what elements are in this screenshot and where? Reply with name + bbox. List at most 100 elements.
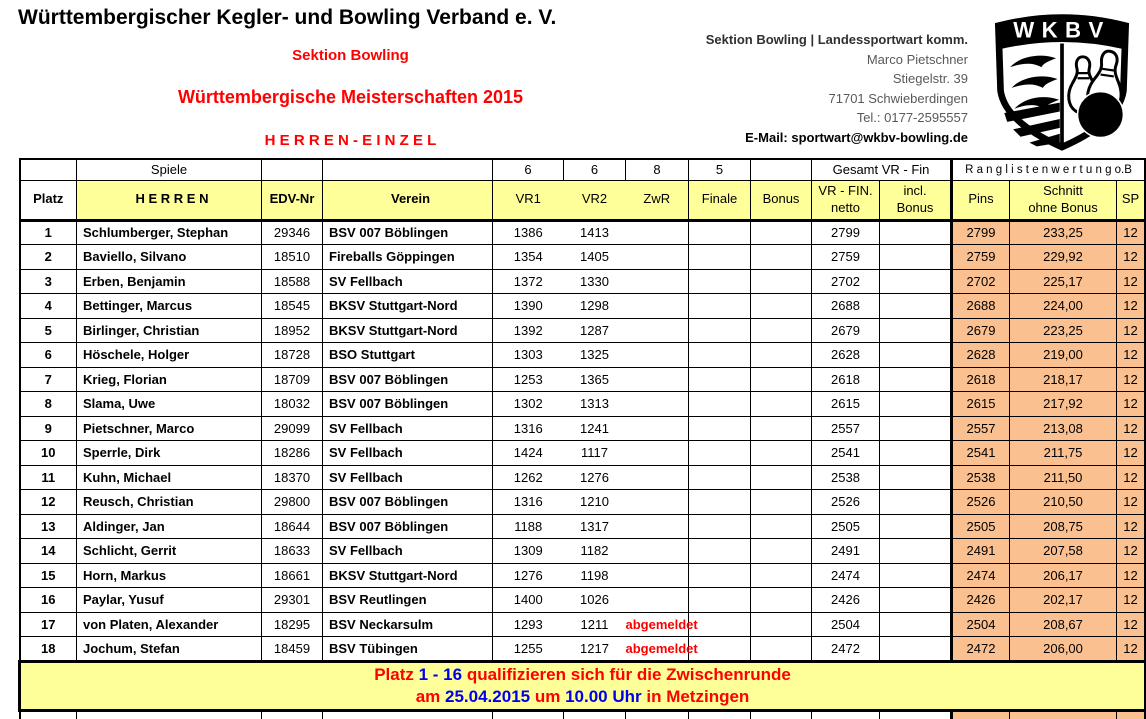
cell-incl-bonus [878,611,953,637]
cell-vr2: 1211 [563,611,626,637]
cell-bonus [750,317,812,343]
cell-pins: 2799 [950,219,1011,245]
cell-vr-fin-netto: 2688 [811,293,880,319]
group-empty-platz [19,158,77,181]
cell-zwr: abgemeldet [625,611,698,637]
cell-player-name: Paylar, Yusuf [76,587,262,613]
cell-bonus [750,366,812,392]
cell-player-name: Krieg, Florian [76,366,262,392]
cell-pins: 2426 [950,587,1011,613]
table-row: 17 von Platen, Alexander 18295 BSV Necka… [19,611,1146,637]
page-title: Württembergischer Kegler- und Bowling Ve… [18,6,557,29]
cell-verein: BSV 007 Böblingen [322,391,493,417]
cell-verein: BSV 007 Böblingen [322,219,493,245]
group-empty-edv [261,158,323,181]
cell-vr1: 1390 [492,293,564,319]
table-row: 10 Sperrle, Dirk 18286 SV Fellbach 1424 … [19,440,1146,466]
cell-finale [688,562,751,588]
cell-player-name: Höschele, Holger [76,342,262,368]
cell-zwr [625,587,689,613]
cell-schnitt: 233,25 [1009,219,1118,245]
cell-incl-bonus [878,464,953,490]
table-row: 16 Paylar, Yusuf 29301 BSV Reutlingen 14… [19,587,1146,613]
cell-platz: 1 [19,219,77,245]
cell-vr-fin-netto: 2526 [811,489,880,515]
cell-pins: 2702 [950,268,1011,294]
cell-incl-bonus [878,587,953,613]
cell-player-name: Baviello, Silvano [76,244,262,270]
cell-vr-fin-netto: 2628 [811,342,880,368]
cell-incl-bonus [878,342,953,368]
cell-pins: 2679 [950,317,1011,343]
cell-platz: 2 [19,244,77,270]
group-vr1-games: 6 [492,158,564,181]
cell-player-name: von Platen, Alexander [76,611,262,637]
cell-incl-bonus [878,562,953,588]
cell-vr-fin-netto: 2504 [811,611,880,637]
cell-edv-nr: 18644 [261,513,323,539]
cell-pins: 2474 [950,562,1011,588]
cell-bonus [750,489,812,515]
cell-platz: 5 [19,317,77,343]
table-row: 14 Schlicht, Gerrit 18633 SV Fellbach 13… [19,538,1146,564]
contact-street: Stiegelstr. 39 [892,71,968,86]
cell-platz: 12 [19,489,77,515]
table-row: 6 Höschele, Holger 18728 BSO Stuttgart 1… [19,342,1146,368]
contact-role: Sektion Bowling | Landessportwart komm. [705,32,968,47]
shield-top-band [996,16,1128,50]
col-bonus: Bonus [750,179,812,222]
cell-player-name: Kuhn, Michael [76,464,262,490]
cell-incl-bonus [878,293,953,319]
cell-edv-nr: 18633 [261,538,323,564]
cell-vr-fin-netto: 2491 [811,538,880,564]
cell-sp: 12 [1116,219,1146,245]
col-verein: Verein [322,179,493,222]
cell-vr1: 1316 [492,489,564,515]
contact-name: Marco Pietschner [866,51,968,67]
table-body: 1 Schlumberger, Stephan 29346 BSV 007 Bö… [19,219,1146,662]
cell-vr2: 1365 [563,366,626,392]
cell-vr2: 1117 [563,440,626,466]
group-finale-games: 5 [688,158,751,181]
cell-incl-bonus [878,268,953,294]
cell-sp: 12 [1116,489,1146,515]
cell-vr2: 1317 [563,513,626,539]
qualification-note-line2: am 25.04.2015 um 10.00 Uhr in Metzingen [415,686,750,706]
col-platz: Platz [19,179,77,222]
cell-schnitt: 207,58 [1009,538,1118,564]
cell-finale [688,219,751,245]
cell-vr-fin-netto: 2472 [811,636,880,662]
cell-pins: 2557 [950,415,1011,441]
cell-player-name: Schlumberger, Stephan [76,219,262,245]
cell-edv-nr: 18588 [261,268,323,294]
cell-platz: 17 [19,611,77,637]
cell-incl-bonus [878,219,953,245]
cell-verein: BKSV Stuttgart-Nord [322,317,493,343]
cell-schnitt: 223,25 [1009,317,1118,343]
cell-sp: 12 [1116,636,1146,662]
col-pins: Pins [950,179,1011,222]
cell-edv-nr: 29346 [261,219,323,245]
cell-pins: 2504 [950,611,1011,637]
cell-vr-fin-netto: 2505 [811,513,880,539]
cell-zwr [625,317,689,343]
cell-vr1: 1302 [492,391,564,417]
cell-finale [688,415,751,441]
cell-bonus [750,268,812,294]
cell-bonus [750,538,812,564]
contact-city: 71701 Schwieberdingen [828,90,969,106]
cell-bonus [750,513,812,539]
cell-vr-fin-netto: 2538 [811,464,880,490]
cell-sp: 12 [1116,464,1146,490]
event-subtitle: Württembergische Meisterschaften 2015 [177,87,524,107]
col-zwr: ZwR [625,179,689,222]
cell-vr-fin-netto: 2557 [811,415,880,441]
cell-verein: SV Fellbach [322,268,493,294]
cell-sp: 12 [1116,317,1146,343]
cell-verein: BKSV Stuttgart-Nord [322,562,493,588]
cell-vr-fin-netto: 2618 [811,366,880,392]
cell-sp: 12 [1116,415,1146,441]
col-vr2: VR2 [563,179,626,222]
next-table-partial-row [19,709,1146,719]
cell-platz: 10 [19,440,77,466]
